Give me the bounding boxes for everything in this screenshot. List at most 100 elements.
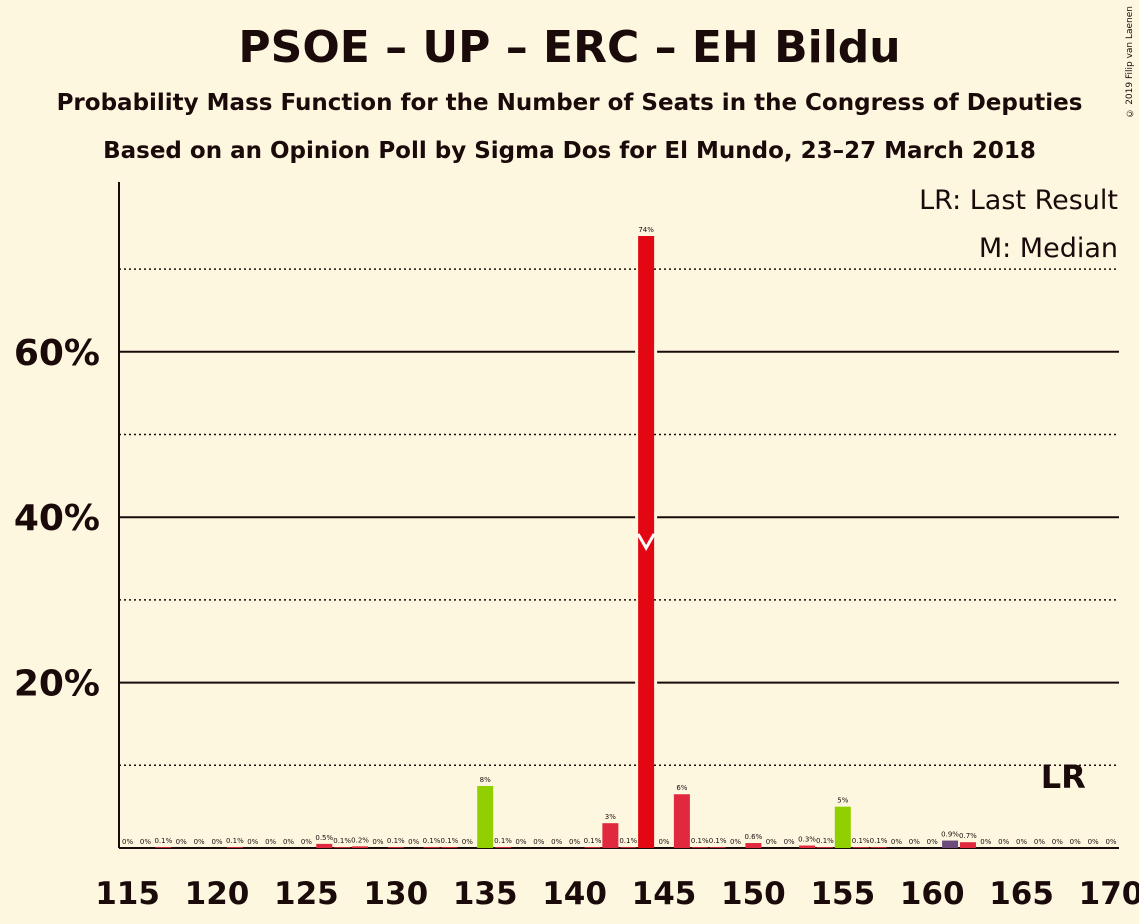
x-tick-label: 135 [453, 876, 518, 912]
bar-value-label: 0% [1034, 838, 1045, 846]
x-tick-label: 155 [810, 876, 875, 912]
bar-value-label: 0.1% [154, 837, 172, 845]
bar-value-label: 0% [569, 838, 580, 846]
bar-value-label: 0% [1088, 838, 1099, 846]
chart-title: PSOE – UP – ERC – EH Bildu [238, 22, 901, 73]
bar-value-label: 0% [891, 838, 902, 846]
bar-value-label: 0% [980, 838, 991, 846]
bar-value-label: 0% [533, 838, 544, 846]
bar-value-label: 0.1% [387, 837, 405, 845]
y-tick-label: 40% [14, 498, 100, 539]
gridline-gap-right [654, 349, 658, 354]
bar-value-label: 0.1% [423, 837, 441, 845]
bar-127 [334, 847, 351, 848]
bar-value-label: 0.6% [745, 833, 763, 841]
bar-154 [816, 847, 833, 848]
bar-value-label: 0% [408, 838, 419, 846]
bars [155, 236, 976, 848]
bar-value-label: 0% [140, 838, 151, 846]
gridlines [119, 268, 1119, 767]
bar-value-label: 0% [927, 838, 938, 846]
y-axis: 20% 40% 60% [14, 182, 120, 848]
bar-value-label: 0.2% [351, 836, 369, 844]
bar-117 [155, 847, 172, 848]
bar-153 [799, 845, 816, 848]
x-tick-label: 165 [989, 876, 1054, 912]
bar-value-label: 3% [605, 813, 616, 821]
bar-141 [584, 847, 601, 848]
bar-142 [602, 823, 619, 848]
bar-143 [620, 847, 637, 848]
bar-value-label: 74% [638, 226, 654, 234]
legend-last-result: LR: Last Result [919, 185, 1118, 216]
gridline-gap-left [635, 515, 639, 520]
x-tick-label: 130 [363, 876, 428, 912]
bar-value-label: 0% [462, 838, 473, 846]
bar-value-label: 0% [1070, 838, 1081, 846]
bar-value-label: 0.1% [441, 837, 459, 845]
bar-146 [673, 794, 690, 848]
bar-value-label: 0% [998, 838, 1009, 846]
bar-value-label: 0% [211, 838, 222, 846]
legend-median: M: Median [979, 233, 1118, 264]
bar-157 [870, 847, 887, 848]
bar-135 [477, 785, 494, 848]
bar-value-label: 0% [301, 838, 312, 846]
bar-value-label: 0% [194, 838, 205, 846]
gridline-gap-left [635, 349, 639, 354]
bar-value-label: 0% [551, 838, 562, 846]
y-tick-label: 20% [14, 664, 100, 705]
bar-value-label: 0% [766, 838, 777, 846]
x-axis: 115 120 125 130 135 140 145 150 155 160 165 170 [95, 847, 1139, 912]
bar-labels: 0% 0% 0.1% 0% 0% 0% 0.1% 0% 0% 0% 0%0.5% 0.1% 0.2% 0%… [122, 226, 1117, 846]
bar-128 [352, 846, 369, 848]
bar-value-label: 0% [1016, 838, 1027, 846]
bar-121 [226, 847, 243, 848]
gridline-gap-left [635, 680, 639, 685]
x-tick-label: 140 [542, 876, 607, 912]
bar-155 [834, 806, 851, 848]
bar-value-label: 0.5% [315, 834, 333, 842]
x-tick-label: 115 [95, 876, 160, 912]
x-tick-label: 170 [1079, 876, 1139, 912]
overlay: LR: Last Result M: Median LR [635, 185, 1118, 796]
median-marker [636, 533, 656, 552]
bar-value-label: 0% [909, 838, 920, 846]
bar-value-label: 0.1% [870, 837, 888, 845]
bar-value-label: 0% [176, 838, 187, 846]
bar-value-label: 0.1% [226, 837, 244, 845]
bar-130 [387, 847, 404, 848]
bar-132 [423, 847, 440, 848]
bar-161 [942, 840, 959, 848]
bar-value-label: 0.1% [494, 837, 512, 845]
bar-144 [638, 236, 655, 848]
bar-148 [709, 847, 726, 848]
gridline-gap-right [654, 515, 658, 520]
chart-subtitle-2: Based on an Opinion Poll by Sigma Dos fo… [103, 138, 1036, 164]
bar-value-label: 0% [730, 838, 741, 846]
bar-value-label: 0% [372, 838, 383, 846]
bar-value-label: 0.1% [709, 837, 727, 845]
chart-subtitle-1: Probability Mass Function for the Number… [56, 90, 1083, 116]
bar-value-label: 0.1% [852, 837, 870, 845]
bar-value-label: 0.9% [941, 831, 959, 839]
bar-value-label: 0.1% [816, 837, 834, 845]
y-tick-label: 60% [14, 333, 100, 374]
bar-150 [745, 843, 762, 848]
bar-126 [316, 843, 333, 848]
bar-value-label: 0% [1105, 838, 1116, 846]
bar-value-label: 0% [247, 838, 258, 846]
bar-value-label: 0.3% [798, 836, 816, 844]
bar-136 [495, 847, 512, 848]
x-tick-label: 160 [900, 876, 965, 912]
bar-value-label: 0% [265, 838, 276, 846]
x-tick-label: 125 [274, 876, 339, 912]
x-tick-label: 150 [721, 876, 786, 912]
bar-value-label: 0% [283, 838, 294, 846]
bar-value-label: 0% [784, 838, 795, 846]
bar-value-label: 5% [837, 797, 848, 805]
bar-value-label: 0% [658, 838, 669, 846]
bar-147 [691, 847, 708, 848]
bar-value-label: 0.7% [959, 832, 977, 840]
